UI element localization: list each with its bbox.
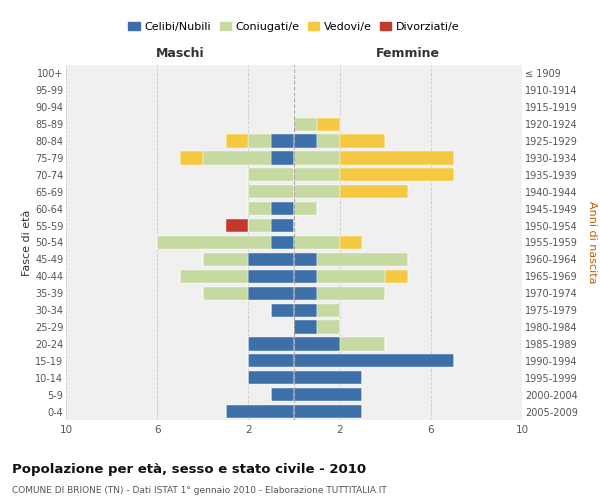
Y-axis label: Anni di nascita: Anni di nascita xyxy=(587,201,597,284)
Y-axis label: Fasce di età: Fasce di età xyxy=(22,210,32,276)
Text: COMUNE DI BRIONE (TN) - Dati ISTAT 1° gennaio 2010 - Elaborazione TUTTITALIA.IT: COMUNE DI BRIONE (TN) - Dati ISTAT 1° ge… xyxy=(12,486,387,495)
Bar xyxy=(248,134,271,147)
Bar xyxy=(248,253,294,266)
Bar xyxy=(294,304,317,316)
Bar xyxy=(271,152,294,164)
Bar xyxy=(317,270,385,283)
Bar xyxy=(180,270,248,283)
Bar xyxy=(271,236,294,249)
Bar xyxy=(294,405,362,418)
Bar xyxy=(317,320,340,334)
Bar xyxy=(294,236,340,249)
Bar xyxy=(340,152,454,164)
Bar xyxy=(271,388,294,401)
Bar xyxy=(248,371,294,384)
Bar xyxy=(294,134,317,147)
Bar xyxy=(203,253,248,266)
Text: Popolazione per età, sesso e stato civile - 2010: Popolazione per età, sesso e stato civil… xyxy=(12,462,366,475)
Bar xyxy=(340,168,454,181)
Bar xyxy=(157,236,271,249)
Bar xyxy=(271,219,294,232)
Bar xyxy=(248,185,294,198)
Bar xyxy=(294,185,340,198)
Bar xyxy=(385,270,408,283)
Bar xyxy=(317,134,340,147)
Bar xyxy=(226,219,248,232)
Bar xyxy=(317,286,385,300)
Bar xyxy=(271,304,294,316)
Bar xyxy=(294,354,454,368)
Bar xyxy=(294,118,317,131)
Bar xyxy=(271,202,294,215)
Bar xyxy=(340,338,385,350)
Bar xyxy=(294,338,340,350)
Bar xyxy=(294,388,362,401)
Bar xyxy=(317,304,340,316)
Bar xyxy=(294,253,317,266)
Bar xyxy=(248,202,271,215)
Bar xyxy=(203,286,248,300)
Bar xyxy=(294,371,362,384)
Bar xyxy=(248,168,294,181)
Bar xyxy=(248,338,294,350)
Bar xyxy=(294,270,317,283)
Bar xyxy=(294,152,340,164)
Bar xyxy=(248,354,294,368)
Bar xyxy=(248,219,271,232)
Bar xyxy=(248,286,294,300)
Bar xyxy=(340,134,385,147)
Bar xyxy=(294,320,317,334)
Bar xyxy=(271,134,294,147)
Text: Femmine: Femmine xyxy=(376,47,440,60)
Bar xyxy=(226,134,248,147)
Bar xyxy=(294,168,340,181)
Bar xyxy=(294,202,317,215)
Legend: Celibi/Nubili, Coniugati/e, Vedovi/e, Divorziati/e: Celibi/Nubili, Coniugati/e, Vedovi/e, Di… xyxy=(124,18,464,36)
Bar xyxy=(340,236,362,249)
Bar xyxy=(226,405,294,418)
Bar xyxy=(180,152,203,164)
Bar xyxy=(248,270,294,283)
Bar xyxy=(294,286,317,300)
Bar xyxy=(317,253,408,266)
Bar xyxy=(340,185,408,198)
Bar xyxy=(317,118,340,131)
Bar xyxy=(203,152,271,164)
Text: Maschi: Maschi xyxy=(155,47,205,60)
